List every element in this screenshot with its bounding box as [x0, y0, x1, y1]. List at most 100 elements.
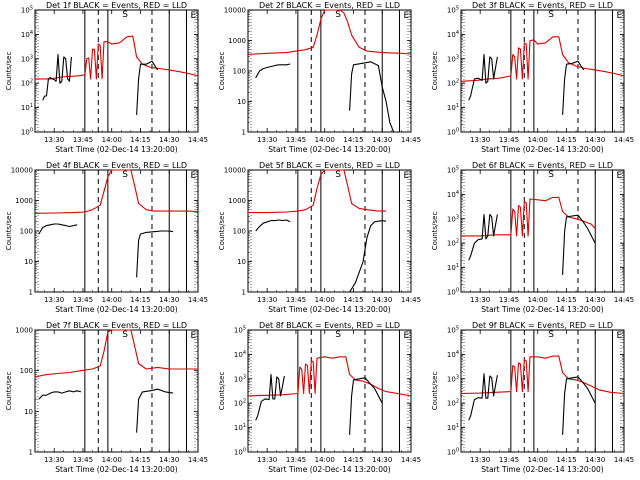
y-tick-label: 104 — [234, 350, 246, 359]
y-tick-label: 102 — [447, 399, 459, 408]
y-tick-exponent: 0 — [456, 288, 459, 294]
chart-svg: Det 3f BLACK = Events, RED = LLD10010110… — [431, 1, 634, 154]
y-tick-label: 10 — [237, 98, 246, 106]
events-series-line — [349, 220, 387, 293]
x-axis-label: Start Time (02-Dec-14 13:20:00) — [481, 145, 603, 154]
y-tick-label: 102 — [447, 79, 459, 88]
chart-svg: Det 9f BLACK = Events, RED = LLD10010110… — [431, 321, 634, 474]
x-tick-label: 14:45 — [188, 296, 208, 304]
y-tick-label: 1000 — [15, 327, 33, 335]
marker-S: S — [122, 10, 128, 20]
chart-title: Det 1f BLACK = Events, RED = LLD — [46, 1, 187, 10]
events-series-line — [255, 219, 291, 232]
y-axis-label: Counts/sec — [431, 372, 439, 411]
x-tick-label: 14:30 — [372, 136, 392, 144]
y-tick-exponent: 2 — [456, 79, 459, 85]
detector-panel: Det 9f BLACK = Events, RED = LLD 100 101 10… — [426, 320, 639, 480]
x-tick-label: 13:45 — [73, 136, 93, 144]
x-tick-label: 14:15 — [343, 296, 363, 304]
x-axis-label: Start Time (02-Dec-14 13:20:00) — [268, 145, 390, 154]
chart-title: Det 7f BLACK = Events, RED = LLD — [46, 321, 187, 330]
events-series-line — [136, 388, 174, 433]
x-tick-label: 14:30 — [585, 136, 605, 144]
y-axis-label: Counts/sec — [218, 372, 226, 411]
x-tick-label: 14:15 — [556, 136, 576, 144]
plot-frame — [247, 329, 412, 453]
marker-S: S — [335, 10, 341, 20]
y-tick-label: 105 — [447, 166, 459, 175]
y-tick-exponent: 0 — [456, 128, 459, 134]
y-tick-label: 101 — [447, 423, 459, 432]
x-tick-label: 13:30 — [470, 456, 490, 464]
x-tick-label: 14:15 — [130, 136, 150, 144]
events-series-line — [562, 376, 596, 435]
x-tick-label: 13:45 — [73, 296, 93, 304]
lld-series-line — [248, 169, 387, 214]
y-axis-label: Counts/sec — [5, 372, 13, 411]
y-tick-label: 103 — [447, 374, 459, 383]
x-tick-label: 14:00 — [528, 136, 548, 144]
detector-panel: Det 4f BLACK = Events, RED = LLD 1 10 100 10… — [0, 160, 213, 320]
y-tick-exponent: 1 — [456, 423, 459, 429]
chart-title: Det 9f BLACK = Events, RED = LLD — [472, 321, 613, 330]
y-tick-exponent: 2 — [30, 79, 33, 85]
events-series-line — [38, 223, 78, 235]
chart-svg: Det 8f BLACK = Events, RED = LLD10010110… — [218, 321, 421, 474]
plot-frame — [460, 169, 625, 293]
events-series-line — [42, 53, 72, 101]
x-axis-label: Start Time (02-Dec-14 13:20:00) — [268, 465, 390, 474]
y-tick-label: 105 — [447, 6, 459, 15]
chart-svg: Det 4f BLACK = Events, RED = LLD 1 10 100 10… — [5, 161, 208, 314]
y-tick-exponent: 5 — [456, 6, 459, 12]
y-tick-label: 105 — [21, 6, 33, 15]
y-axis-label: Counts/sec — [431, 52, 439, 91]
events-series-line — [136, 60, 159, 115]
detector-panel: Det 6f BLACK = Events, RED = LLD 100 101 10… — [426, 160, 639, 320]
events-series-line — [349, 377, 383, 435]
x-tick-label: 14:30 — [585, 296, 605, 304]
y-tick-label: 100 — [233, 68, 246, 76]
marker-E: E — [190, 331, 196, 341]
marker-E: E — [190, 171, 196, 181]
chart-svg: Det 6f BLACK = Events, RED = LLD10010110… — [431, 161, 634, 314]
x-tick-label: 13:45 — [499, 296, 519, 304]
lld-series-line — [461, 196, 596, 237]
detector-panel: Det 8f BLACK = Events, RED = LLD 100 101 10… — [213, 320, 426, 480]
x-tick-label: 14:45 — [614, 456, 634, 464]
marker-E: E — [403, 11, 409, 21]
chart-title: Det 3f BLACK = Events, RED = LLD — [472, 1, 613, 10]
events-series-line — [38, 390, 82, 400]
lld-series-line — [460, 36, 625, 82]
marker-E: E — [403, 331, 409, 341]
x-tick-label: 14:15 — [556, 456, 576, 464]
x-tick-label: 14:00 — [315, 136, 335, 144]
events-series-line — [255, 373, 285, 421]
chart-svg: Det 7f BLACK = Events, RED = LLD 1 10 100 10… — [5, 321, 208, 474]
detector-panel: Det 1f BLACK = Events, RED = LLD 100 101 10… — [0, 0, 213, 160]
x-tick-label: 14:45 — [401, 136, 421, 144]
y-tick-label: 104 — [447, 350, 459, 359]
x-tick-label: 14:00 — [102, 456, 122, 464]
y-tick-exponent: 2 — [243, 399, 246, 405]
y-tick-label: 101 — [447, 103, 459, 112]
marker-S: S — [335, 330, 341, 340]
y-tick-label: 100 — [233, 228, 246, 236]
y-tick-label: 100 — [20, 228, 33, 236]
x-tick-label: 14:00 — [102, 296, 122, 304]
y-tick-label: 104 — [447, 190, 459, 199]
marker-S: S — [122, 170, 128, 180]
y-tick-exponent: 4 — [243, 350, 246, 356]
x-tick-label: 14:30 — [159, 296, 179, 304]
x-tick-label: 13:30 — [257, 456, 277, 464]
events-series-line — [255, 63, 291, 79]
x-tick-label: 14:00 — [315, 296, 335, 304]
lld-series-line — [34, 169, 199, 214]
x-axis-label: Start Time (02-Dec-14 13:20:00) — [481, 305, 603, 314]
x-tick-label: 14:45 — [614, 136, 634, 144]
y-tick-label: 105 — [447, 326, 459, 335]
marker-E: E — [403, 171, 409, 181]
y-tick-exponent: 1 — [243, 423, 246, 429]
chart-svg: Det 5f BLACK = Events, RED = LLD 1 10 100 10… — [218, 161, 421, 314]
x-tick-label: 13:45 — [286, 456, 306, 464]
